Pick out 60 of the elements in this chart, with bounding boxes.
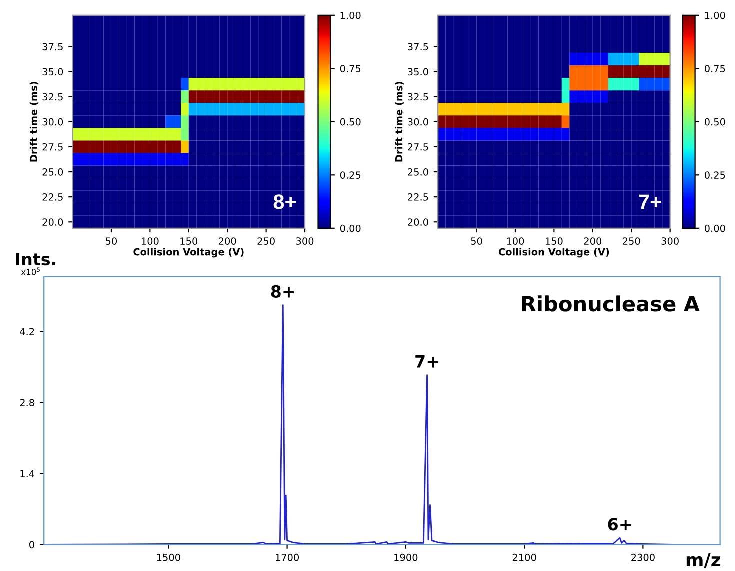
y-tick-label: 22.5 bbox=[42, 194, 63, 201]
x-tick-label: 150 bbox=[546, 238, 563, 245]
x-tick-label: 250 bbox=[258, 238, 275, 245]
y-tick-label: 35.0 bbox=[408, 68, 428, 76]
color-bar-label: 0.00 bbox=[340, 224, 361, 232]
y-tick-label: 37.5 bbox=[42, 43, 63, 51]
x-tick-label: 150 bbox=[180, 238, 198, 245]
color-bar-label: 0.25 bbox=[340, 172, 361, 179]
y-tick-label: 25.0 bbox=[42, 168, 64, 176]
color-bar-label: 0.25 bbox=[704, 172, 726, 179]
x-tick-label: 1500 bbox=[157, 554, 180, 562]
x-tick-label: 300 bbox=[662, 238, 679, 245]
y-tick-label: 32.5 bbox=[42, 93, 63, 101]
y-tick-label: 27.5 bbox=[42, 143, 63, 151]
x-tick-label: 100 bbox=[507, 238, 524, 245]
annotation: 6+ bbox=[608, 518, 632, 531]
annotation: 8+ bbox=[274, 194, 296, 210]
x-tick-label: 250 bbox=[623, 238, 640, 245]
annotation: 8+ bbox=[271, 285, 294, 298]
x-tick-label: 2300 bbox=[632, 554, 655, 562]
y-tick-label: 1.4 bbox=[20, 470, 35, 478]
y-tick-label: 27.5 bbox=[408, 143, 428, 151]
annotation: 7+ bbox=[416, 356, 438, 368]
x-tick-label: 2100 bbox=[512, 554, 536, 562]
color-bar-label: 0.75 bbox=[704, 65, 726, 72]
y-tick-label: 22.5 bbox=[408, 194, 428, 201]
x-axis-title: Collision Voltage (V) bbox=[134, 248, 244, 258]
y-axis-title: Ints. bbox=[16, 253, 56, 266]
color-bar-label: 0.50 bbox=[340, 118, 361, 126]
annotation: 7+ bbox=[639, 194, 662, 210]
y-tick-label: 30.0 bbox=[408, 118, 428, 126]
color-bar-label: 1.00 bbox=[705, 12, 726, 20]
y-tick-label: 20.0 bbox=[42, 218, 64, 226]
color-bar-label: 1.00 bbox=[340, 12, 361, 20]
y-tick-label: 0 bbox=[30, 541, 34, 549]
y-tick-label: 4.2 bbox=[20, 328, 34, 336]
color-bar-label: 0.00 bbox=[704, 224, 726, 232]
y-tick-label: 32.5 bbox=[408, 93, 428, 101]
y-axis-title: Drift time (ms) bbox=[395, 82, 404, 162]
annotation: Ribonuclease A bbox=[522, 296, 700, 312]
x-tick-label: 200 bbox=[219, 238, 236, 245]
x-tick-label: 50 bbox=[106, 238, 118, 245]
y-tick-label: 37.5 bbox=[408, 43, 428, 51]
y-axis-title: Drift time (ms) bbox=[30, 82, 39, 162]
x-tick-label: 50 bbox=[471, 238, 482, 245]
x-tick-label: 100 bbox=[142, 238, 159, 245]
y-tick-label: 20.0 bbox=[408, 218, 428, 226]
color-bar-label: 0.50 bbox=[704, 118, 726, 126]
text: x10$^{5}$ bbox=[21, 268, 40, 276]
y-tick-label: 2.8 bbox=[20, 399, 34, 407]
x-tick-label: 1700 bbox=[276, 554, 300, 562]
y-tick-label: 25.0 bbox=[408, 168, 428, 176]
x-axis-title: Collision Voltage (V) bbox=[498, 248, 610, 258]
y-tick-label: 35.0 bbox=[42, 68, 64, 76]
color-bar-label: 0.75 bbox=[340, 65, 361, 72]
x-tick-label: 300 bbox=[296, 238, 314, 245]
y-tick-label: 30.0 bbox=[42, 118, 64, 126]
x-tick-label: 200 bbox=[584, 238, 602, 245]
x-axis-title: m/z bbox=[686, 553, 720, 568]
x-tick-label: 1900 bbox=[394, 554, 418, 562]
